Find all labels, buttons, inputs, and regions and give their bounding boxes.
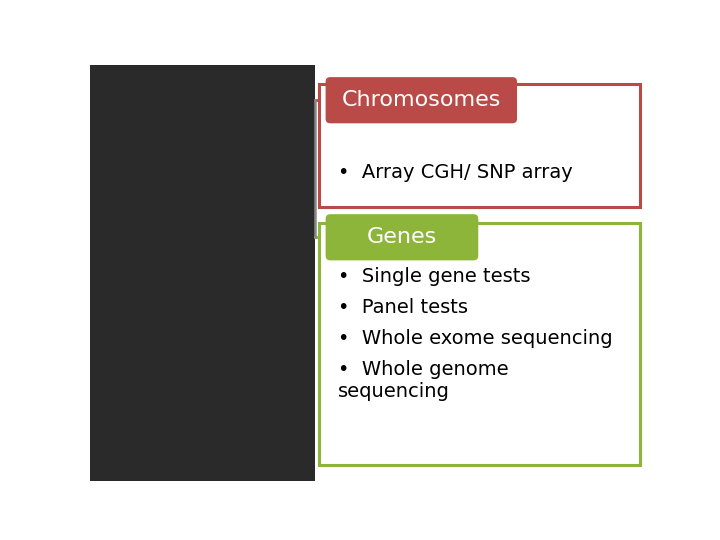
- Text: •  Array CGH/ SNP array: • Array CGH/ SNP array: [338, 163, 572, 182]
- Text: •  Whole exome sequencing: • Whole exome sequencing: [338, 329, 613, 348]
- FancyBboxPatch shape: [325, 214, 478, 260]
- Text: •  Single gene tests: • Single gene tests: [338, 267, 531, 286]
- Text: •  Panel tests: • Panel tests: [338, 298, 468, 317]
- Text: Genes: Genes: [366, 227, 437, 247]
- Text: •  Whole genome
sequencing: • Whole genome sequencing: [338, 360, 508, 401]
- Text: Chromosomes: Chromosomes: [341, 90, 501, 110]
- FancyBboxPatch shape: [319, 222, 640, 465]
- FancyBboxPatch shape: [319, 84, 640, 207]
- Bar: [90, 65, 315, 481]
- FancyBboxPatch shape: [325, 77, 517, 123]
